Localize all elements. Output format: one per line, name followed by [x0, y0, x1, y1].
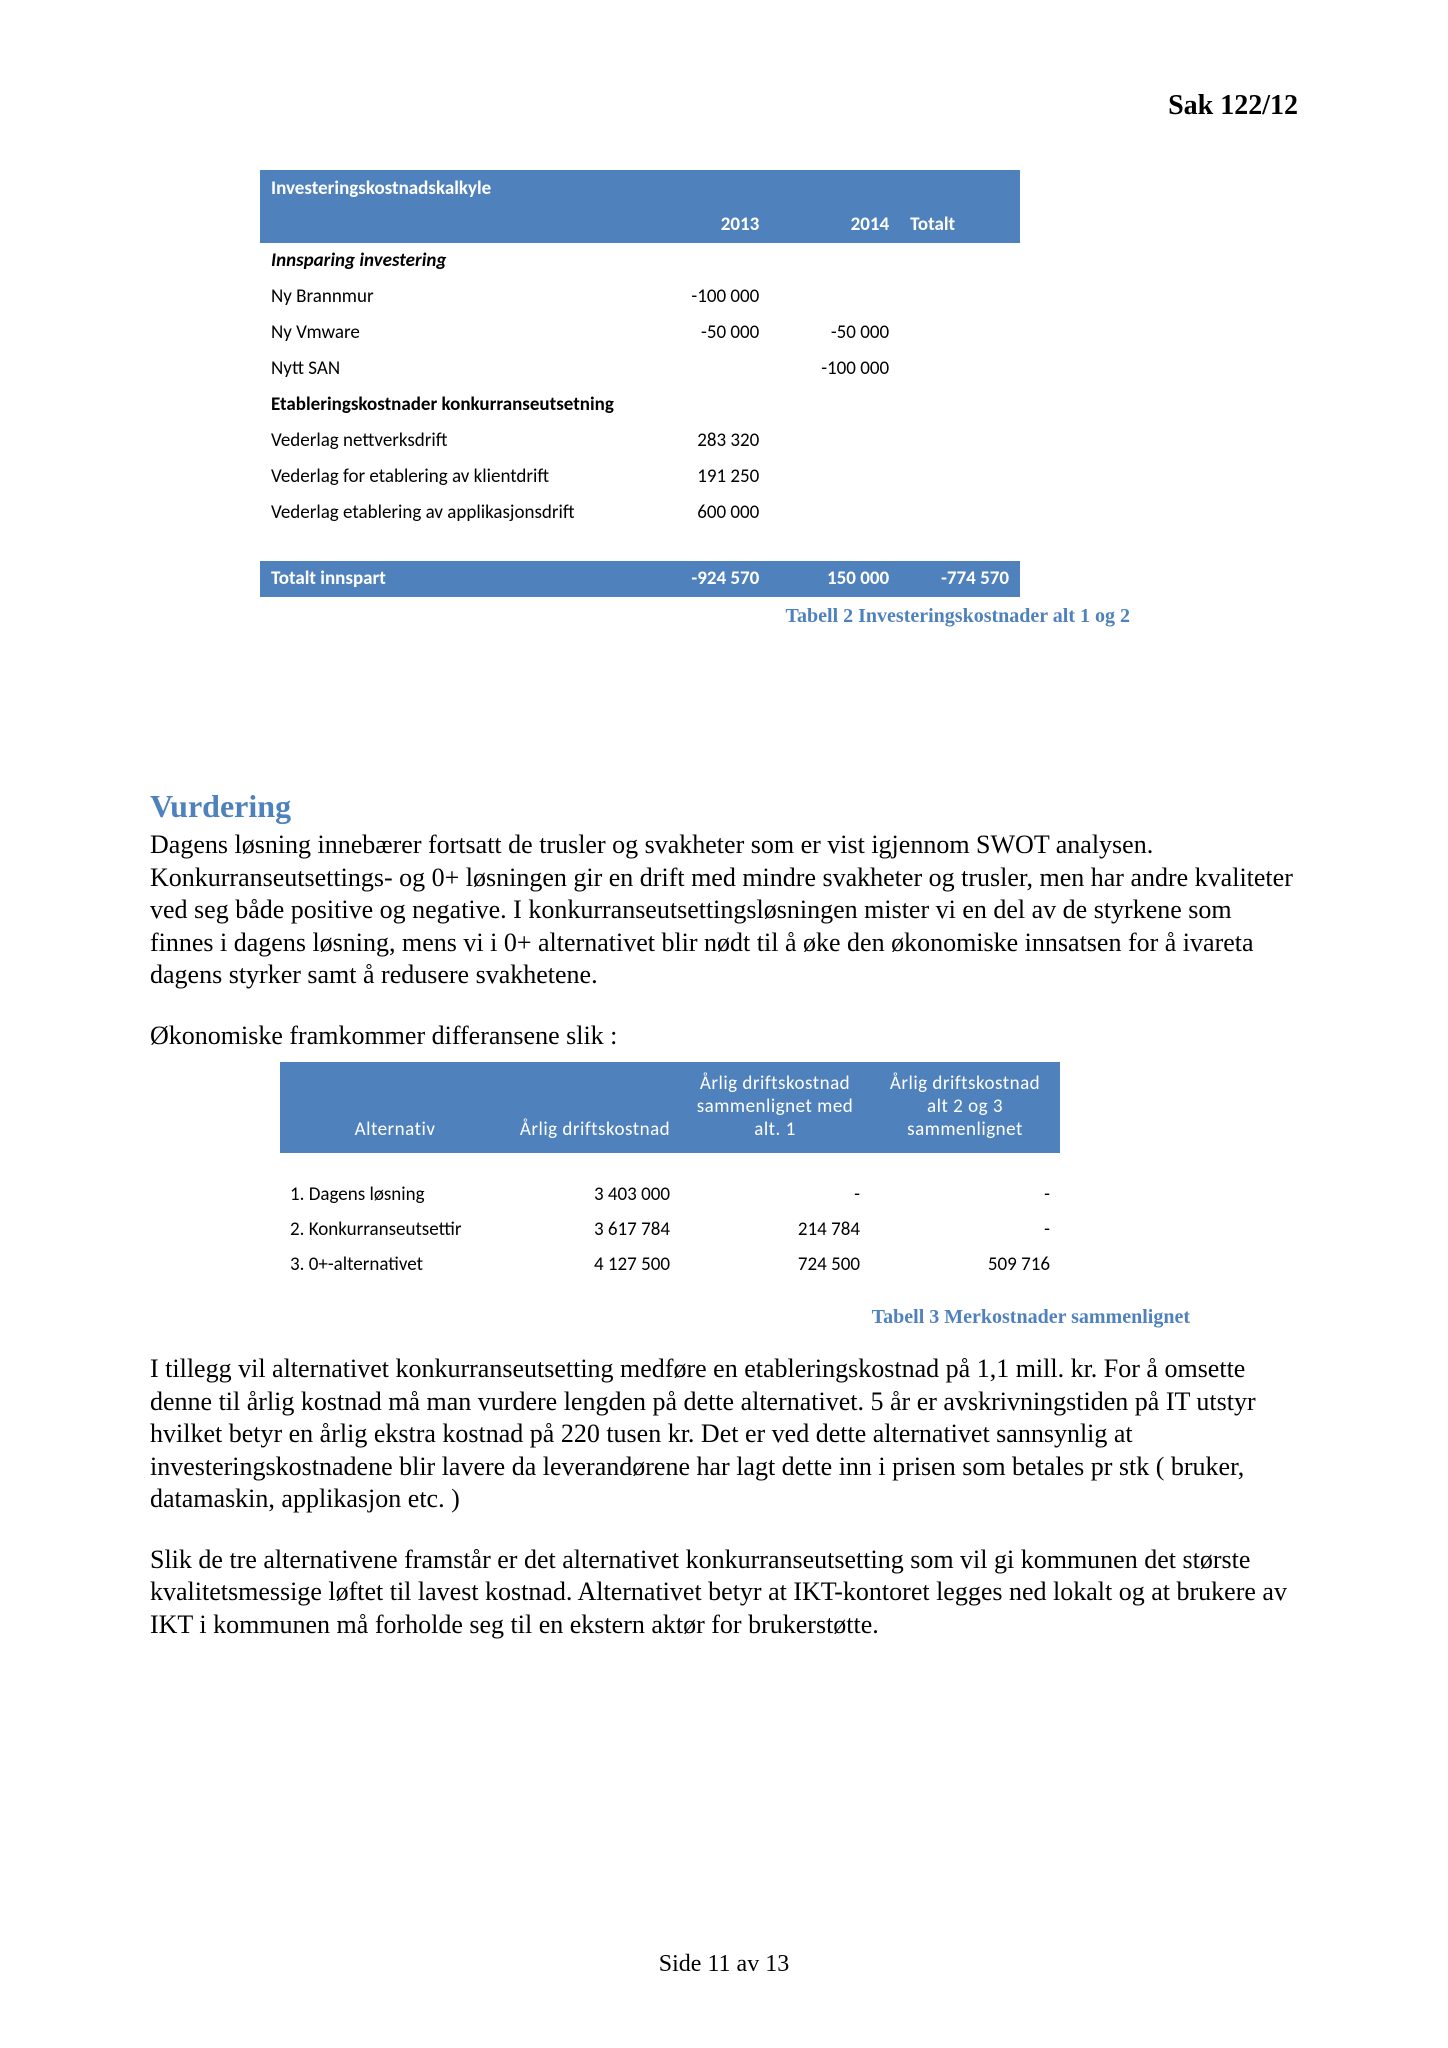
table1-h1: 2013: [640, 207, 770, 243]
cell-label: Vederlag nettverksdrift: [261, 423, 640, 459]
table1-header-row: 2013 2014 Totalt: [261, 207, 1020, 243]
cell-2014: [770, 423, 900, 459]
total-2014: 150 000: [770, 561, 900, 597]
cell-label: Ny Brannmur: [261, 279, 640, 315]
cell-2013: 283 320: [640, 423, 770, 459]
cell-label: Vederlag for etablering av klientdrift: [261, 459, 640, 495]
cell-2014: [770, 459, 900, 495]
cell-2014: [770, 279, 900, 315]
table-row: Ny Vmware -50 000 -50 000: [261, 315, 1020, 351]
table-row: Vederlag etablering av applikasjonsdrift…: [261, 495, 1020, 531]
table2-spacer: [280, 1153, 1060, 1177]
table-merkostnader: Alternativ Årlig driftskostnad Årlig dri…: [280, 1062, 1060, 1282]
cell-label: Nytt SAN: [261, 351, 640, 387]
cell-c2: 214 784: [680, 1212, 870, 1247]
cell-total: [900, 423, 1020, 459]
table1-title: Investeringskostnadskalkyle: [261, 171, 1020, 207]
table-row: 2. Konkurranseutsettir 3 617 784 214 784…: [280, 1212, 1060, 1247]
cell-c3: -: [870, 1212, 1060, 1247]
table2-h1: Årlig driftskostnad: [510, 1062, 680, 1153]
cell-2014: -100 000: [770, 351, 900, 387]
page-header-case: Sak 122/12: [1168, 90, 1298, 122]
paragraph: Dagens løsning innebærer fortsatt de tru…: [150, 829, 1298, 992]
section-heading-vurdering: Vurdering: [150, 788, 1298, 825]
table-row: 1. Dagens løsning 3 403 000 - -: [280, 1177, 1060, 1212]
cell-2014: -50 000: [770, 315, 900, 351]
cell-c2: -: [680, 1177, 870, 1212]
cell-c1: 4 127 500: [510, 1247, 680, 1282]
table2-caption: Tabell 3 Merkostnader sammenlignet: [280, 1306, 1190, 1329]
cell-2013: -100 000: [640, 279, 770, 315]
cell-c1: 3 617 784: [510, 1212, 680, 1247]
paragraph: I tillegg vil alternativet konkurranseut…: [150, 1353, 1298, 1516]
table1-caption: Tabell 2 Investeringskostnader alt 1 og …: [260, 605, 1130, 628]
table2-h3: Årlig driftskostnad alt 2 og 3 sammenlig…: [870, 1062, 1060, 1153]
table1-h0: [261, 207, 640, 243]
table2-h0: Alternativ: [280, 1062, 510, 1153]
cell-c2: 724 500: [680, 1247, 870, 1282]
cell-label: 3. 0+-alternativet: [280, 1247, 510, 1282]
table2-h2: Årlig driftskostnad sammenlignet med alt…: [680, 1062, 870, 1153]
table1-h3: Totalt: [900, 207, 1020, 243]
cell-total: [900, 495, 1020, 531]
table1-h2: 2014: [770, 207, 900, 243]
cell-label: Ny Vmware: [261, 315, 640, 351]
cell-c1: 3 403 000: [510, 1177, 680, 1212]
page-footer: Side 11 av 13: [0, 1951, 1448, 1978]
table1-section2-label: Etableringskostnader konkurranseutsetnin…: [261, 387, 1020, 423]
paragraph: Økonomiske framkommer differansene slik …: [150, 1020, 1298, 1053]
table-row: Nytt SAN -100 000: [261, 351, 1020, 387]
table-investering: Investeringskostnadskalkyle 2013 2014 To…: [260, 170, 1020, 597]
cell-2013: -50 000: [640, 315, 770, 351]
table1-title-row: Investeringskostnadskalkyle: [261, 171, 1020, 207]
table-row: Ny Brannmur -100 000: [261, 279, 1020, 315]
cell-total: [900, 351, 1020, 387]
cell-total: [900, 279, 1020, 315]
table-row: 3. 0+-alternativet 4 127 500 724 500 509…: [280, 1247, 1060, 1282]
cell-label: 2. Konkurranseutsettir: [280, 1212, 510, 1247]
cell-c3: 509 716: [870, 1247, 1060, 1282]
table-row-blank: [261, 531, 1020, 561]
cell-label: 1. Dagens løsning: [280, 1177, 510, 1212]
total-total: -774 570: [900, 561, 1020, 597]
cell-label: Vederlag etablering av applikasjonsdrift: [261, 495, 640, 531]
table-row: Vederlag nettverksdrift 283 320: [261, 423, 1020, 459]
cell-2013: 191 250: [640, 459, 770, 495]
table1-section1: Innsparing investering: [261, 243, 1020, 279]
cell-2013: [640, 351, 770, 387]
cell-total: [900, 315, 1020, 351]
table-row: Vederlag for etablering av klientdrift 1…: [261, 459, 1020, 495]
cell-total: [900, 459, 1020, 495]
cell-2014: [770, 495, 900, 531]
table1-total-row: Totalt innspart -924 570 150 000 -774 57…: [261, 561, 1020, 597]
cell-2013: 600 000: [640, 495, 770, 531]
table1-section2: Etableringskostnader konkurranseutsetnin…: [261, 387, 1020, 423]
cell-c3: -: [870, 1177, 1060, 1212]
total-2013: -924 570: [640, 561, 770, 597]
paragraph: Slik de tre alternativene framstår er de…: [150, 1544, 1298, 1642]
total-label: Totalt innspart: [261, 561, 640, 597]
table2-header-row: Alternativ Årlig driftskostnad Årlig dri…: [280, 1062, 1060, 1153]
table1-section1-label: Innsparing investering: [261, 243, 1020, 279]
